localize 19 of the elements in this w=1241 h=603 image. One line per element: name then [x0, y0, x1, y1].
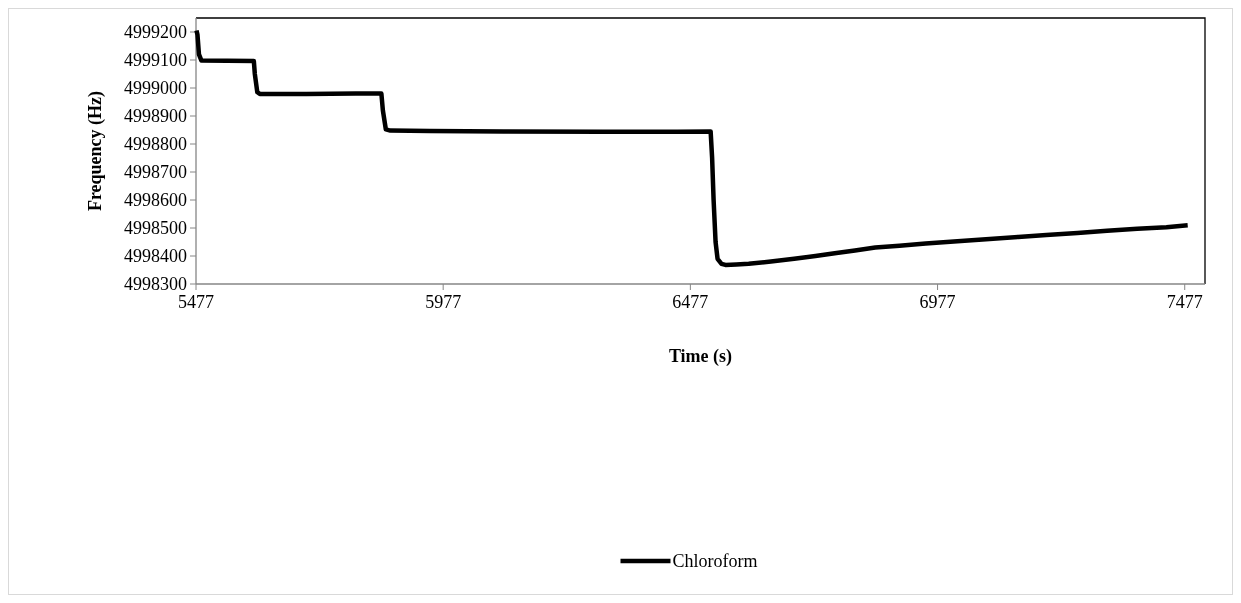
x-axis-title: Time (s) — [668, 346, 733, 367]
y-tick-label: 4998700 — [124, 162, 187, 183]
y-tick-label: 4999200 — [124, 22, 187, 43]
legend-label: Chloroform — [672, 551, 758, 572]
y-tick-label: 4999100 — [124, 50, 187, 71]
x-tick-label: 5477 — [178, 292, 214, 312]
line-series — [194, 28, 1190, 268]
x-tick-label: 6477 — [672, 292, 709, 312]
y-tick-label: 4999000 — [124, 78, 187, 99]
y-tick-label: 4998400 — [124, 246, 187, 267]
y-tick-label: 4998600 — [124, 190, 187, 211]
x-tick-label: 7477 — [1166, 292, 1203, 312]
y-tick-label: 4998800 — [124, 134, 187, 155]
x-tick-label: 5977 — [425, 292, 462, 312]
y-axis-title: Frequency (Hz) — [85, 90, 106, 212]
y-tick-label: 4998300 — [124, 274, 187, 295]
y-tick-label: 4998500 — [124, 218, 187, 239]
y-tick-label: 4998900 — [124, 106, 187, 127]
x-tick-label: 6977 — [919, 292, 956, 312]
